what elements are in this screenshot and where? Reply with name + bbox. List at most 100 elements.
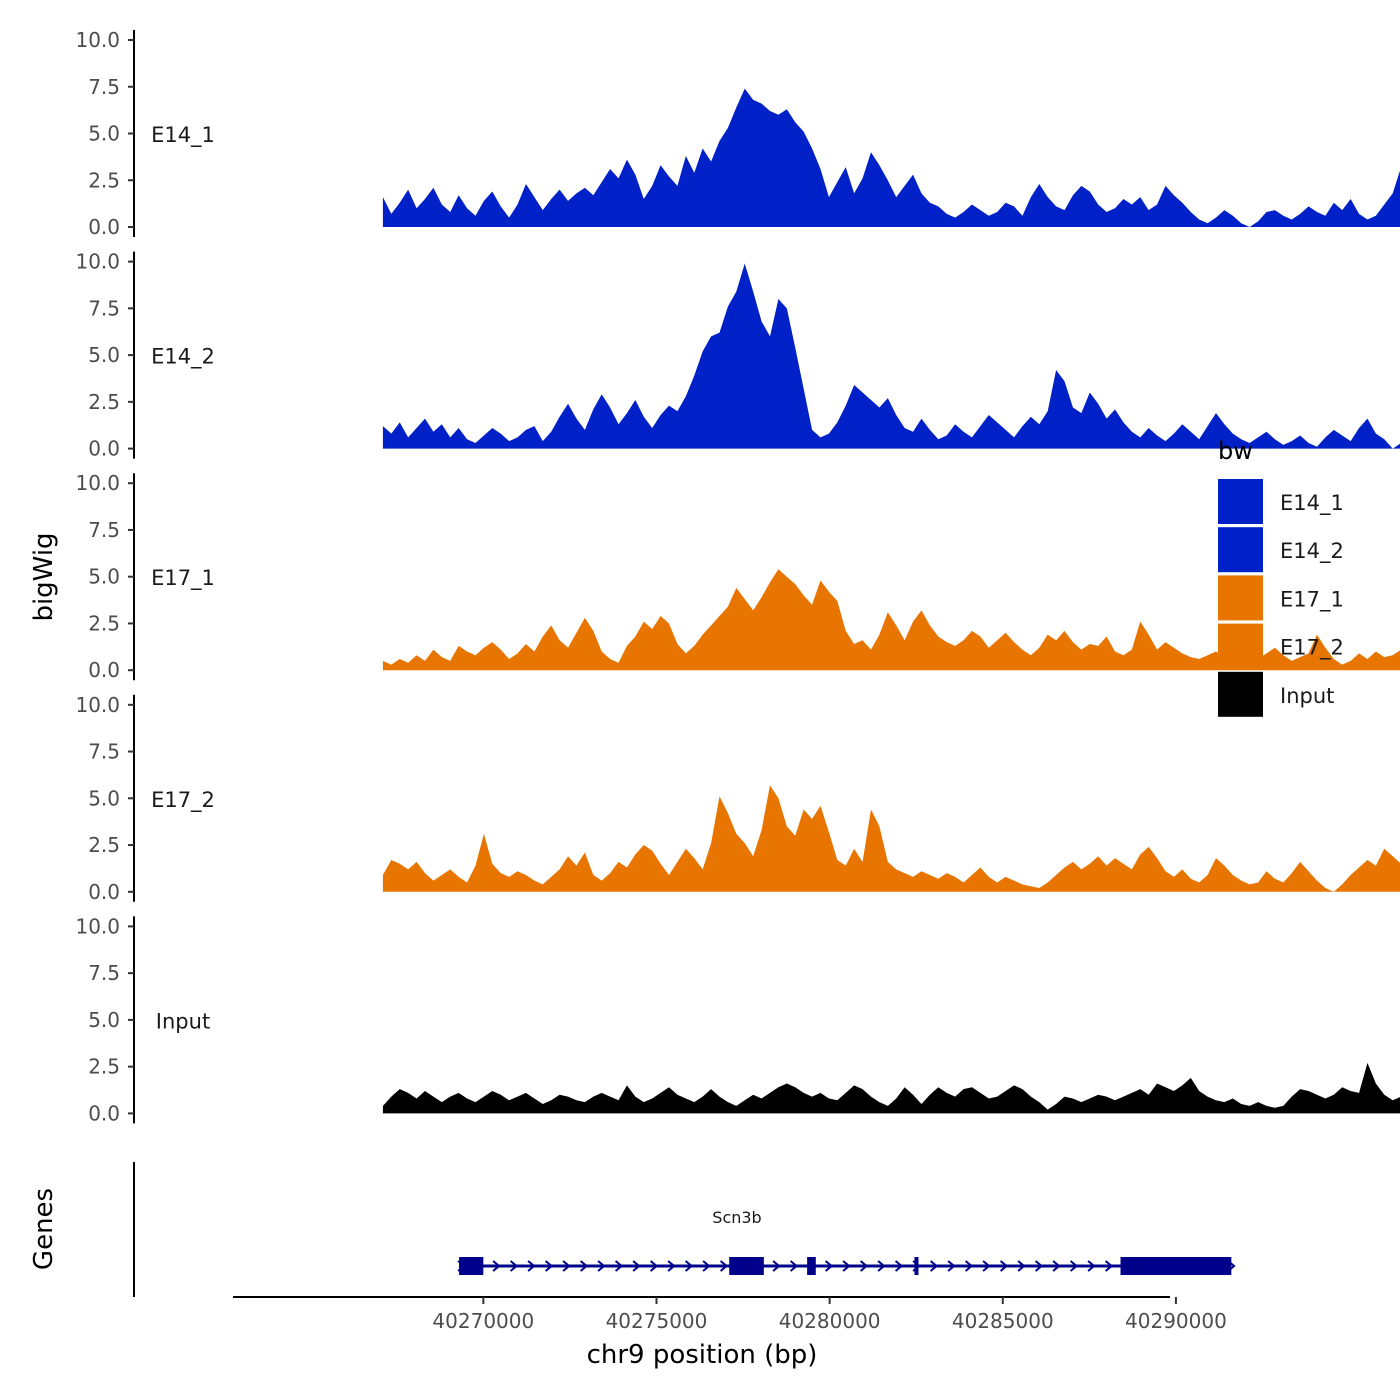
y-tick-label: 7.5 bbox=[88, 518, 120, 542]
strand-arrow bbox=[859, 1260, 869, 1272]
strand-arrow bbox=[1087, 1260, 1096, 1272]
track-label: E14_1 bbox=[151, 123, 215, 148]
genes-panel: Genes Scn3b bbox=[29, 1162, 1236, 1297]
x-axis-title: chr9 position (bp) bbox=[587, 1340, 818, 1370]
x-tick-label: 40275000 bbox=[606, 1309, 708, 1333]
y-tick-label: 10.0 bbox=[75, 693, 120, 717]
y-tick-label: 0.0 bbox=[88, 1101, 120, 1125]
legend-swatch-E14_1 bbox=[1218, 479, 1263, 524]
coverage-area-E14_2 bbox=[382, 263, 1400, 449]
y-tick-label: 10.0 bbox=[75, 471, 120, 495]
y-tick-label: 10.0 bbox=[75, 914, 120, 938]
strand-arrow bbox=[1052, 1260, 1061, 1272]
coverage-area-Input bbox=[382, 1062, 1400, 1114]
coverage-area-E17_2 bbox=[382, 785, 1400, 892]
strand-arrow bbox=[982, 1260, 991, 1272]
strand-arrow bbox=[667, 1260, 676, 1272]
legend: bw E14_1 E14_2 E17_1 E17_2 Input bbox=[1218, 437, 1344, 717]
legend-label-Input: Input bbox=[1280, 684, 1334, 708]
x-tick-label: 40285000 bbox=[952, 1309, 1054, 1333]
x-tick-label: 40290000 bbox=[1125, 1309, 1227, 1333]
y-tick-label: 7.5 bbox=[88, 740, 120, 764]
strand-arrow bbox=[614, 1260, 624, 1272]
y-tick-label: 10.0 bbox=[75, 250, 120, 274]
y-tick-label: 7.5 bbox=[88, 75, 120, 99]
legend-label-E14_1: E14_1 bbox=[1280, 491, 1344, 516]
y-tick-label: 0.0 bbox=[88, 437, 120, 461]
legend-swatch-E17_1 bbox=[1218, 575, 1263, 621]
strand-arrow bbox=[684, 1260, 694, 1272]
y-tick-label: 10.0 bbox=[75, 28, 120, 52]
track-E17_2: 0.0 2.5 5.0 7.5 10.0 E17_2 bbox=[75, 693, 1400, 904]
track-E14_1: 0.0 2.5 5.0 7.5 10.0 E14_1 bbox=[75, 28, 1400, 239]
strand-arrow bbox=[579, 1260, 589, 1272]
coverage-area-E14_1 bbox=[382, 88, 1400, 227]
legend-label-E17_1: E17_1 bbox=[1280, 587, 1344, 612]
strand-arrow bbox=[999, 1260, 1009, 1272]
x-axis: 40270000 40275000 40280000 40285000 40290000 bbox=[233, 1296, 1227, 1333]
strand-arrow bbox=[1034, 1260, 1044, 1272]
strand-arrow bbox=[929, 1260, 939, 1272]
legend-label-E17_2: E17_2 bbox=[1280, 636, 1344, 661]
strand-arrow bbox=[649, 1260, 659, 1272]
strand-arrow bbox=[824, 1260, 834, 1272]
y-tick-label: 2.5 bbox=[88, 1055, 120, 1079]
gene-label: Scn3b bbox=[712, 1208, 761, 1227]
strand-arrow bbox=[492, 1260, 501, 1272]
strand-arrow bbox=[842, 1260, 851, 1272]
legend-swatch-E14_2 bbox=[1218, 527, 1263, 573]
y-tick-label: 5.0 bbox=[88, 1008, 120, 1032]
legend-label-E14_2: E14_2 bbox=[1280, 539, 1344, 564]
y-tick-label: 5.0 bbox=[88, 122, 120, 146]
y-axis-title: bigWig bbox=[29, 532, 59, 621]
strand-arrow bbox=[719, 1260, 729, 1272]
strand-arrow bbox=[1104, 1260, 1114, 1272]
track-label: E17_2 bbox=[151, 788, 215, 813]
y-tick-label: 2.5 bbox=[88, 611, 120, 635]
strand-arrow bbox=[947, 1260, 956, 1272]
y-tick-label: 2.5 bbox=[88, 168, 120, 192]
y-tick-label: 0.0 bbox=[88, 880, 120, 904]
y-tick-label: 0.0 bbox=[88, 658, 120, 682]
strand-arrow bbox=[702, 1260, 711, 1272]
y-tick-label: 5.0 bbox=[88, 565, 120, 589]
gene-exon bbox=[914, 1257, 919, 1275]
y-tick-label: 5.0 bbox=[88, 343, 120, 367]
strand-arrow bbox=[1069, 1260, 1079, 1272]
strand-arrow bbox=[772, 1260, 781, 1272]
strand-arrow bbox=[632, 1260, 641, 1272]
x-tick-label: 40280000 bbox=[779, 1309, 881, 1333]
track-E17_1: 0.0 2.5 5.0 7.5 10.0 E17_1 bbox=[75, 471, 1400, 682]
gene-model bbox=[457, 1257, 1236, 1275]
gene-exon bbox=[1120, 1257, 1232, 1275]
strand-arrow bbox=[789, 1260, 799, 1272]
gene-exon bbox=[729, 1257, 764, 1275]
y-tick-label: 0.0 bbox=[88, 215, 120, 239]
track-label: Input bbox=[156, 1009, 210, 1033]
strand-arrow bbox=[544, 1260, 554, 1272]
strand-arrow bbox=[894, 1260, 904, 1272]
genes-axis-title: Genes bbox=[29, 1188, 59, 1270]
track-label: E14_2 bbox=[151, 345, 215, 370]
legend-swatch-Input bbox=[1218, 671, 1263, 717]
y-tick-label: 7.5 bbox=[88, 961, 120, 985]
strand-arrow bbox=[964, 1260, 974, 1272]
strand-arrow bbox=[1017, 1260, 1026, 1272]
strand-arrow bbox=[509, 1260, 519, 1272]
track-Input: 0.0 2.5 5.0 7.5 10.0 Input bbox=[75, 914, 1400, 1125]
y-tick-label: 2.5 bbox=[88, 833, 120, 857]
gene-exon bbox=[807, 1257, 816, 1275]
x-tick-label: 40270000 bbox=[432, 1309, 534, 1333]
strand-arrow bbox=[597, 1260, 606, 1272]
track-E14_2: 0.0 2.5 5.0 7.5 10.0 E14_2 bbox=[75, 250, 1400, 461]
strand-arrow bbox=[562, 1260, 571, 1272]
bigwig-tracks: 0.0 2.5 5.0 7.5 10.0 E14_1 0.0 2.5 5.0 7.5 10.0 E14… bbox=[75, 28, 1400, 1125]
y-tick-label: 2.5 bbox=[88, 390, 120, 414]
coverage-area-E17_1 bbox=[382, 569, 1400, 671]
legend-swatch-E17_2 bbox=[1218, 623, 1263, 669]
track-label: E17_1 bbox=[151, 566, 215, 591]
strand-arrow bbox=[877, 1260, 886, 1272]
legend-title: bw bbox=[1218, 437, 1253, 465]
y-tick-label: 7.5 bbox=[88, 296, 120, 320]
